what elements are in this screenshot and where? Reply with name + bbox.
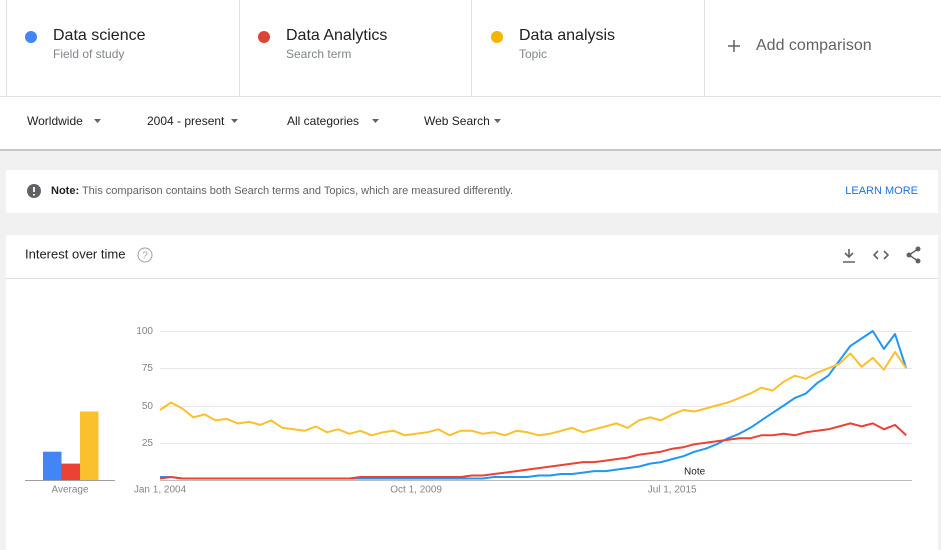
y-tick-label: 50 [142,401,154,412]
term-name: Data analysis [519,27,615,44]
dropdown-arrow [94,119,101,123]
x-tick-label: Average [51,485,89,496]
filter[interactable]: Worldwide [27,114,83,128]
legend-dot [258,31,270,43]
note-text: This comparison contains both Search ter… [79,185,513,197]
download-icon[interactable] [843,249,855,263]
help-mark: ? [142,251,148,262]
header [0,0,941,150]
add-comparison-label[interactable]: Add comparison [756,37,872,54]
note: Note: This comparison contains both Sear… [51,185,513,197]
x-tick-label: Oct 1, 2009 [390,485,442,496]
filter[interactable]: 2004 - present [147,114,225,128]
term-type: Topic [519,47,547,61]
y-tick-label: 25 [142,438,154,449]
annotation: Note [684,467,706,478]
share-icon[interactable] [906,246,921,264]
add-comparison[interactable]: Add comparison [728,37,872,54]
dropdown-arrow [231,119,238,123]
average-bar [43,451,62,480]
filter[interactable]: Web Search [424,114,490,128]
filter[interactable]: All categories [287,114,359,128]
panel-title: Interest over time [25,246,125,261]
legend-dot [25,31,37,43]
note-card [6,170,938,213]
y-tick-label: 75 [142,363,154,374]
help-icon[interactable] [137,247,153,263]
chart-card [6,235,938,550]
term-name: Data science [53,27,146,44]
share-dot [915,258,921,264]
trend-line [159,422,907,480]
term-name: Data Analytics [286,27,387,44]
legend-dot [491,31,503,43]
note-label: Note: [51,185,79,197]
share-dot [906,252,912,258]
dropdown-arrow [372,119,379,123]
trend-line [159,350,908,437]
term-type: Field of study [53,47,124,61]
learn-more-link[interactable]: LEARN MORE [845,185,918,197]
dropdown-arrow [494,119,501,123]
x-tick-label: Jul 1, 2015 [648,485,697,496]
embed-icon[interactable] [872,250,890,260]
share-dot [915,246,921,252]
term-type: Search term [286,47,351,61]
plus-icon [728,40,740,52]
x-tick-label: Jan 1, 2004 [134,485,187,496]
y-tick-label: 100 [136,326,153,337]
average-bar [80,411,99,480]
average-bar [61,463,80,480]
